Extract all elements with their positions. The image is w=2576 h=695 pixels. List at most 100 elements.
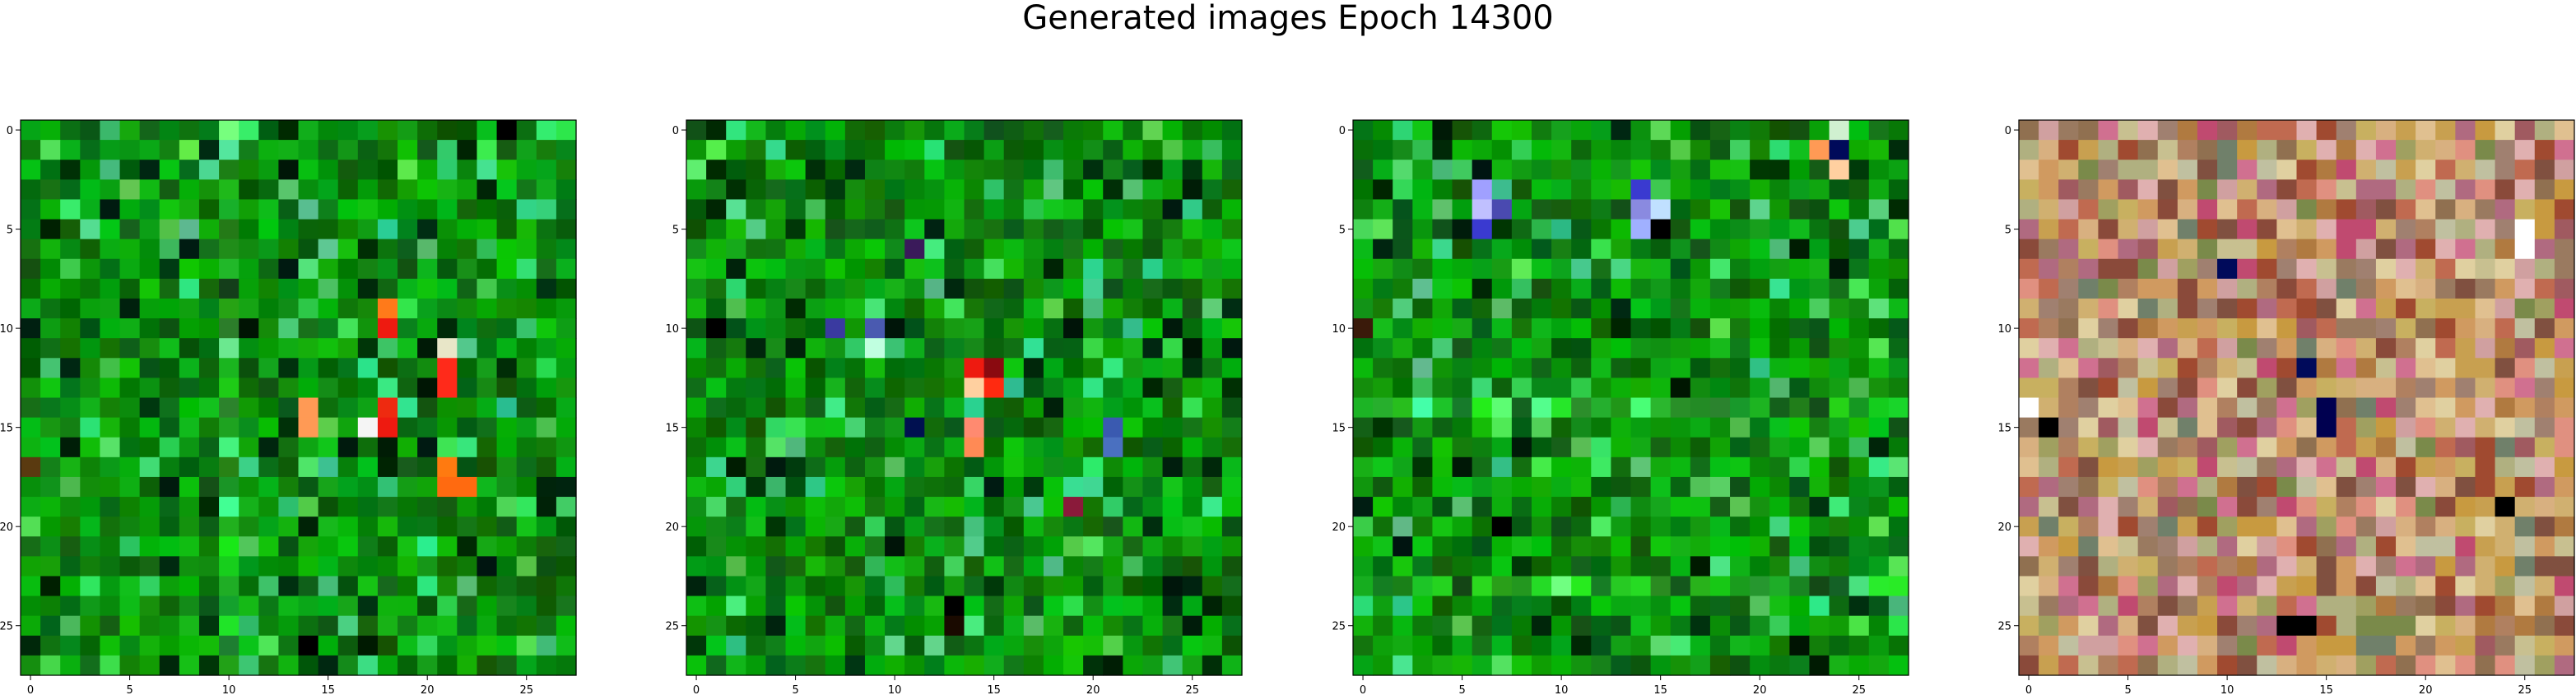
heatmap-cell (746, 497, 767, 517)
heatmap-cell (1142, 397, 1164, 419)
heatmap-cell (785, 615, 807, 637)
heatmap-cell (944, 140, 965, 160)
heatmap-cell (2177, 278, 2198, 299)
heatmap-cell (298, 497, 319, 517)
heatmap-cell (1083, 239, 1104, 260)
heatmap-cell (60, 655, 81, 676)
heatmap-cell (1829, 517, 1850, 537)
heatmap-cell (1472, 497, 1493, 517)
heatmap-cell (1412, 378, 1434, 399)
heatmap-cell (357, 517, 379, 537)
heatmap-cell (1868, 456, 1890, 478)
heatmap-cell (746, 378, 767, 399)
heatmap-cell (457, 160, 478, 180)
heatmap-cell (2435, 179, 2456, 201)
heatmap-cell (1531, 338, 1552, 359)
heatmap-cell (239, 635, 259, 656)
heatmap-cell (477, 595, 498, 617)
heatmap-cell (726, 160, 746, 180)
heatmap-cell (60, 258, 81, 280)
heatmap-cell (40, 219, 61, 240)
heatmap-cell (2118, 338, 2139, 359)
heatmap-cell (417, 258, 438, 280)
heatmap-cell (1868, 655, 1890, 676)
heatmap-cell (417, 417, 438, 438)
heatmap-cell (1551, 497, 1572, 517)
heatmap-cell (1809, 576, 1830, 597)
heatmap-cell (1769, 219, 1790, 240)
heatmap-cell (1769, 615, 1790, 637)
heatmap-cell (1003, 140, 1025, 160)
heatmap-cell (1003, 615, 1025, 637)
heatmap-cell (1162, 239, 1183, 260)
heatmap-cell (726, 318, 746, 339)
heatmap-cell (2098, 318, 2119, 339)
heatmap-cell (337, 635, 359, 656)
heatmap-cell (2534, 456, 2555, 478)
heatmap-cell (1003, 179, 1025, 201)
heatmap-cell (2455, 179, 2476, 201)
axes-frame (1352, 119, 1909, 676)
heatmap-cell (1491, 318, 1513, 339)
heatmap-cell (2316, 536, 2337, 557)
heatmap-cell (1063, 536, 1084, 557)
heatmap-cell (2098, 378, 2119, 399)
heatmap-cell (2475, 595, 2496, 617)
heatmap-cell (1591, 437, 1611, 458)
heatmap-cell (2336, 437, 2357, 458)
heatmap-cell (1003, 417, 1025, 438)
heatmap-cell (1650, 595, 1672, 617)
heatmap-cell (1182, 318, 1203, 339)
heatmap-cell (1003, 239, 1025, 260)
heatmap-cell (1868, 497, 1890, 517)
heatmap-cell (1690, 595, 1711, 617)
heatmap-cell (904, 556, 925, 577)
heatmap-cell (1063, 456, 1084, 478)
heatmap-cell (239, 160, 259, 180)
heatmap-cell (2157, 456, 2178, 478)
heatmap-cell (825, 179, 846, 201)
heatmap-cell (904, 318, 925, 339)
heatmap-cell (2257, 298, 2277, 319)
heatmap-cell (139, 417, 160, 438)
heatmap-cell (2296, 199, 2318, 220)
heatmap-cell (298, 615, 319, 637)
heatmap-cell (1432, 456, 1453, 478)
heatmap-cell (2019, 437, 2039, 458)
heatmap-cell (1043, 576, 1064, 597)
heatmap-cell (179, 120, 200, 141)
heatmap-cell (1221, 219, 1243, 240)
heatmap-cell (2157, 378, 2178, 399)
heatmap-cell (556, 397, 577, 419)
axes-frame (2018, 119, 2575, 676)
heatmap-cell (765, 536, 787, 557)
heatmap-cell (904, 576, 925, 597)
heatmap-cell (1472, 635, 1493, 656)
heatmap-cell (398, 417, 418, 438)
heatmap-cell (825, 199, 846, 220)
heatmap-cell (258, 576, 279, 597)
heatmap-cell (2336, 358, 2357, 378)
heatmap-cell (1750, 318, 1770, 339)
heatmap-cell (924, 556, 945, 577)
heatmap-cell (1809, 417, 1830, 438)
heatmap-cell (1809, 378, 1830, 399)
heatmap-cell (2177, 239, 2198, 260)
heatmap-cell (1690, 160, 1711, 180)
heatmap-cell (337, 536, 359, 557)
heatmap-cell (983, 298, 1005, 319)
heatmap-cell (1221, 298, 1243, 319)
heatmap-cell (2355, 595, 2377, 617)
heatmap-cell (219, 140, 239, 160)
heatmap-cell (2058, 179, 2079, 201)
heatmap-cell (2475, 298, 2496, 319)
heatmap-cell (2118, 517, 2139, 537)
heatmap-cell (1730, 199, 1751, 220)
heatmap-cell (2157, 476, 2178, 498)
heatmap-cell (536, 417, 557, 438)
heatmap-cell (2098, 517, 2119, 537)
heatmap-cell (1750, 358, 1770, 378)
heatmap-cell (1591, 397, 1611, 419)
heatmap-cell (139, 338, 160, 359)
heatmap-cell (1769, 318, 1790, 339)
